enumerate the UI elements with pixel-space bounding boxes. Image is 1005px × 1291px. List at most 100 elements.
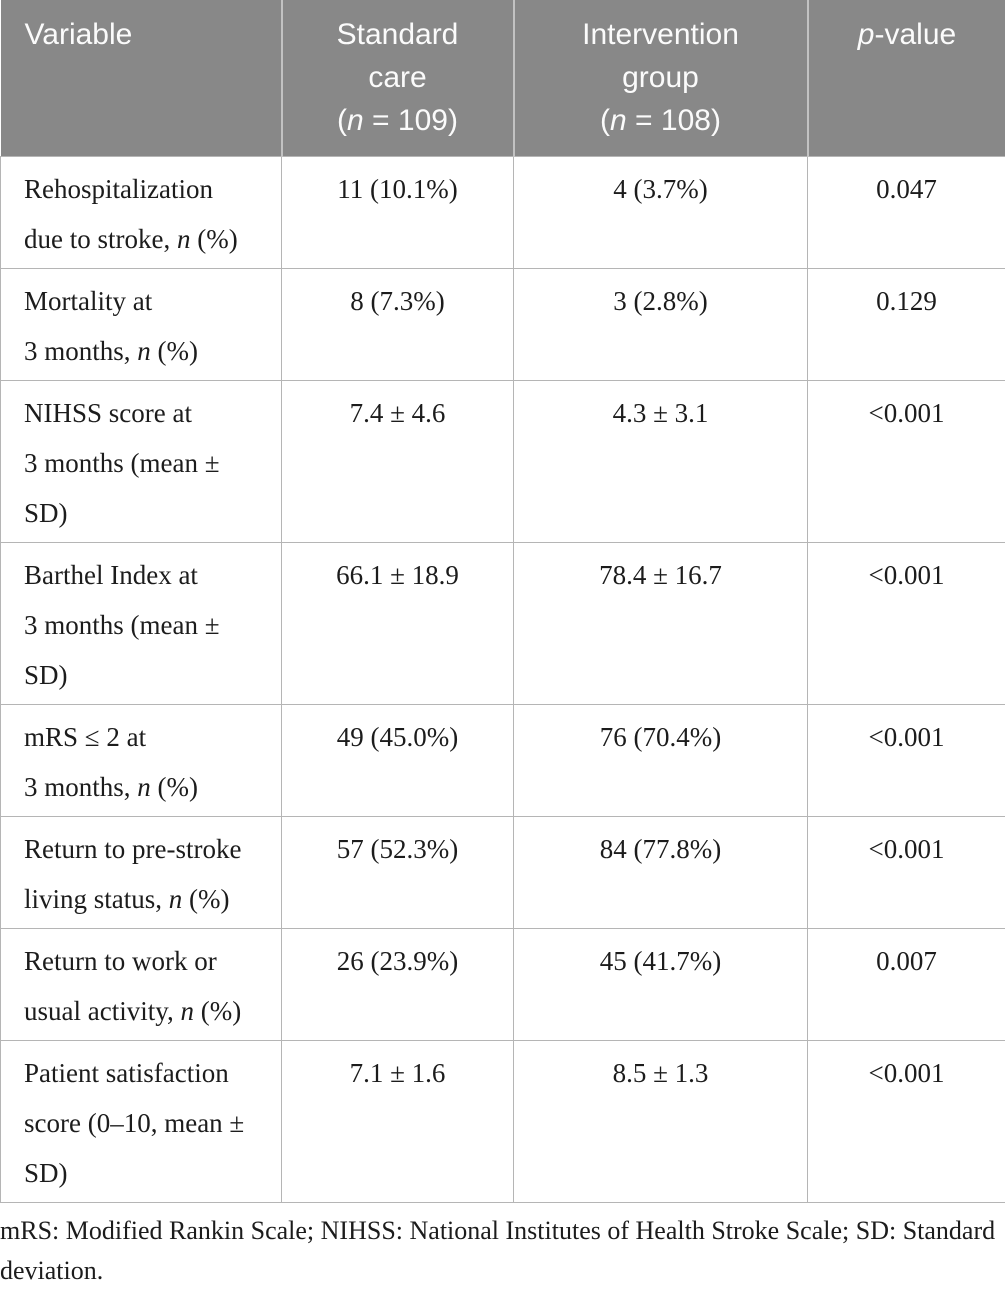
text-line: 3 months (mean ± [24,438,265,488]
text-line: SD) [24,1148,265,1198]
p-value-cell: <0.001 [808,1041,1005,1203]
standard-care-cell: 7.4 ± 4.6 [282,381,514,543]
standard-care-cell: 49 (45.0%) [282,705,514,817]
text-segment: group [622,61,699,94]
variable-cell: Return to work or usual activity, n (%) [1,929,282,1041]
text-segment: (%) [194,996,241,1026]
p-value-cell: <0.001 [808,543,1005,705]
p-value-cell: 0.047 [808,157,1005,269]
text-segment: 3 months, [24,336,137,366]
text-line: SD) [24,488,265,538]
text-segment: Standard [337,18,459,51]
text-segment: ( [337,104,347,137]
text-line: score (0–10, mean ± [24,1098,265,1148]
variable-cell: mRS ≤ 2 at 3 months, n (%) [1,705,282,817]
text-segment: Return to work or [24,946,217,976]
variable-cell: Patient satisfaction score (0–10, mean ± S… [1,1041,282,1203]
column-header-variable: Variable [1,0,282,157]
text-line: care [295,56,501,99]
text-line: usual activity, n (%) [24,986,265,1036]
table-row: Patient satisfaction score (0–10, mean ± S… [1,1041,1005,1203]
italic-text-segment: n [137,772,151,802]
italic-text-segment: n [177,224,191,254]
text-segment: score (0–10, mean ± [24,1108,244,1138]
text-segment: = 109) [364,104,458,137]
text-line: Return to pre-stroke [24,824,265,874]
text-line: 3 months, n (%) [24,762,265,812]
text-line: Patient satisfaction [24,1048,265,1098]
text-line: Intervention [527,13,795,56]
italic-text-segment: p [858,18,875,51]
text-segment: ( [600,104,610,137]
table-body: Rehospitalization due to stroke, n (%) 11 … [1,157,1005,1203]
text-line: mRS ≤ 2 at [24,712,265,762]
text-line: Barthel Index at [24,550,265,600]
variable-cell: Rehospitalization due to stroke, n (%) [1,157,282,269]
text-segment: living status, [24,884,169,914]
p-value-cell: <0.001 [808,817,1005,929]
italic-text-segment: n [169,884,183,914]
text-line: due to stroke, n (%) [24,214,265,264]
intervention-group-cell: 45 (41.7%) [514,929,808,1041]
text-segment: Barthel Index at [24,560,198,590]
text-segment: Mortality at [24,286,152,316]
text-line: Return to work or [24,936,265,986]
intervention-group-cell: 4 (3.7%) [514,157,808,269]
column-header-p-value: p-value [808,0,1005,157]
p-value-cell: 0.129 [808,269,1005,381]
column-header-intervention-group: Intervention group (n = 108) [514,0,808,157]
text-line: NIHSS score at [24,388,265,438]
text-segment: SD) [24,498,68,528]
text-line: SD) [24,650,265,700]
standard-care-cell: 8 (7.3%) [282,269,514,381]
text-line: 3 months, n (%) [24,326,265,376]
text-line: (n = 109) [295,99,501,142]
text-line: living status, n (%) [24,874,265,924]
variable-cell: Mortality at 3 months, n (%) [1,269,282,381]
text-segment: (%) [190,224,237,254]
text-line: 3 months (mean ± [24,600,265,650]
text-segment: care [368,61,426,94]
table-footnote: mRS: Modified Rankin Scale; NIHSS: Natio… [0,1211,1005,1291]
intervention-group-cell: 76 (70.4%) [514,705,808,817]
table-row: NIHSS score at 3 months (mean ± SD) 7.4 ± 4… [1,381,1005,543]
text-segment: Rehospitalization [24,174,213,204]
p-value-cell: 0.007 [808,929,1005,1041]
text-segment: NIHSS score at [24,398,192,428]
italic-text-segment: n [610,104,627,137]
standard-care-cell: 66.1 ± 18.9 [282,543,514,705]
standard-care-cell: 11 (10.1%) [282,157,514,269]
text-segment: Variable [25,18,133,51]
text-segment: 3 months, [24,772,137,802]
intervention-group-cell: 8.5 ± 1.3 [514,1041,808,1203]
intervention-group-cell: 3 (2.8%) [514,269,808,381]
variable-cell: Barthel Index at 3 months (mean ± SD) [1,543,282,705]
text-segment: (%) [182,884,229,914]
intervention-group-cell: 78.4 ± 16.7 [514,543,808,705]
text-line: Mortality at [24,276,265,326]
text-segment: SD) [24,660,68,690]
text-segment: -value [874,18,956,51]
table-row: mRS ≤ 2 at 3 months, n (%) 49 (45.0%)76 (7… [1,705,1005,817]
text-segment: SD) [24,1158,68,1188]
italic-text-segment: n [137,336,151,366]
text-segment: due to stroke, [24,224,177,254]
intervention-group-cell: 4.3 ± 3.1 [514,381,808,543]
intervention-group-cell: 84 (77.8%) [514,817,808,929]
text-segment: usual activity, [24,996,180,1026]
standard-care-cell: 57 (52.3%) [282,817,514,929]
italic-text-segment: n [180,996,194,1026]
text-line: (n = 108) [527,99,795,142]
text-segment: = 108) [627,104,721,137]
text-segment: mRS ≤ 2 at [24,722,146,752]
p-value-cell: <0.001 [808,705,1005,817]
text-line: Variable [25,13,269,56]
table-row: Mortality at 3 months, n (%) 8 (7.3%)3 (2.… [1,269,1005,381]
text-line: p-value [821,13,994,56]
